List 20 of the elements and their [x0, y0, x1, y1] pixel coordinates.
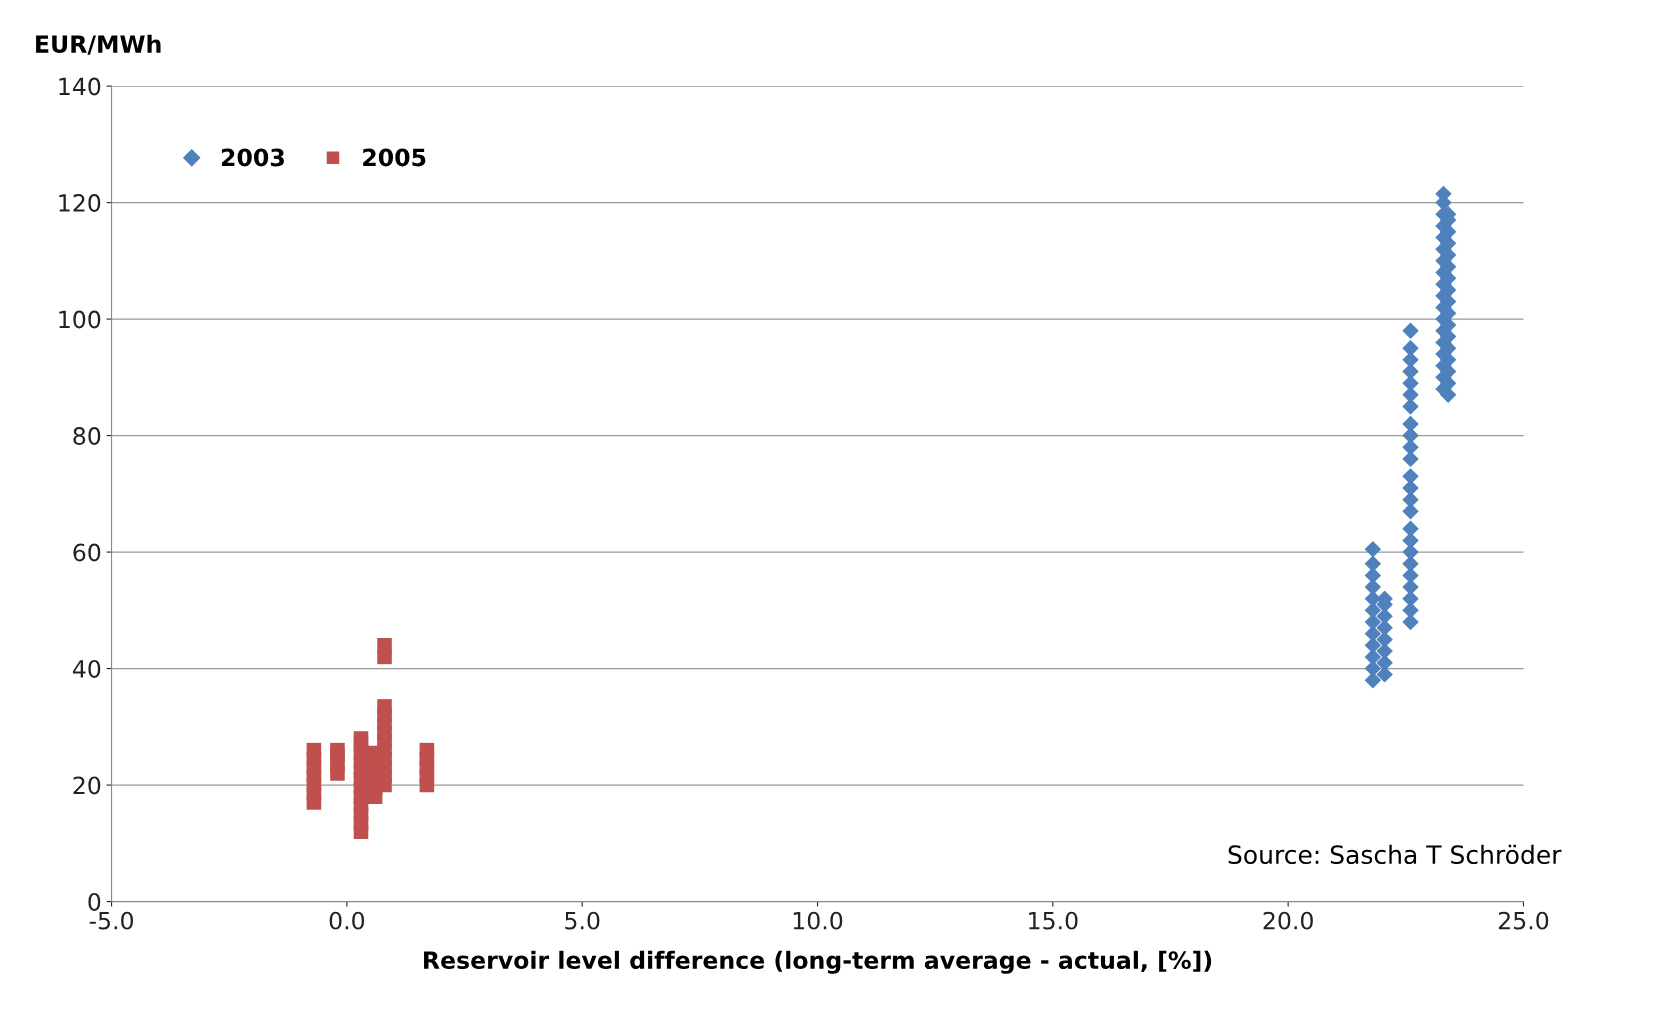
y-axis-title: EUR/MWh — [36, 34, 161, 55]
x-tick-label: -5.0 — [89, 911, 134, 930]
y-tick-label: 120 — [59, 194, 101, 212]
x-tick-label: 5.0 — [565, 911, 600, 930]
y-tick-label: 140 — [59, 77, 101, 96]
y-tick-label: 100 — [59, 310, 101, 329]
annotation: Source: Sascha T Schröder — [1228, 844, 1562, 865]
y-tick-label: 0 — [88, 893, 101, 911]
legend-label: 2005 — [363, 148, 426, 167]
x-tick-label: 15.0 — [1029, 911, 1078, 930]
y-tick-label: 40 — [72, 660, 101, 678]
y-tick-label: 20 — [73, 776, 101, 795]
x-tick-label: 0.0 — [329, 911, 365, 930]
x-tick-label: 25.0 — [1498, 911, 1549, 930]
y-tick-label: 60 — [73, 543, 101, 562]
y-tick-label: 80 — [73, 427, 101, 445]
legend-label: 2003 — [221, 148, 284, 167]
x-axis-title: Reservoir level difference (long-term average - actual, [%]) — [424, 950, 1212, 974]
x-tick-label: 10.0 — [793, 911, 843, 930]
x-tick-label: 20.0 — [1263, 911, 1313, 930]
